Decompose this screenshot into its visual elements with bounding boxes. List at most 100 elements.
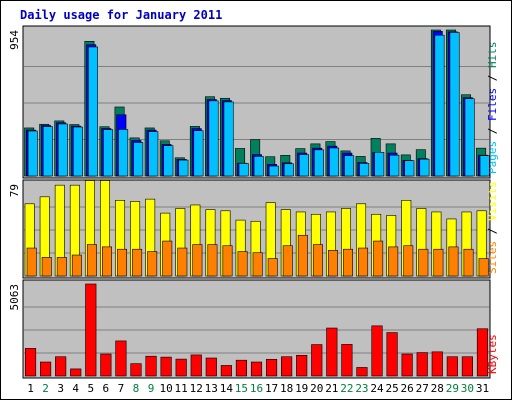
day-18-bars (280, 209, 293, 277)
day-11-bars (174, 157, 189, 177)
day-22-bars (341, 344, 353, 377)
day-5-bars (85, 283, 97, 377)
bar-sites (373, 240, 384, 277)
bar-pages (208, 100, 219, 177)
panel-hits-files-pages: 954 Pages / Files / Hits (8, 25, 499, 179)
bar-pages (238, 163, 249, 177)
bar-kbytes (311, 344, 323, 377)
day-20-bars (310, 213, 323, 277)
day-label: 24 (370, 382, 384, 395)
day-2-bars (39, 196, 52, 277)
day-19-bars (295, 211, 308, 277)
day-label: 27 (416, 382, 429, 395)
bar-pages (148, 131, 159, 177)
day-label: 7 (118, 382, 125, 395)
day-17-bars (265, 156, 279, 177)
day-26-bars (401, 353, 413, 377)
bar-pages (88, 46, 98, 177)
bar-kbytes (55, 356, 67, 377)
day-label: 2 (42, 382, 49, 395)
series-label-separator: / (486, 121, 499, 141)
bar-kbytes (446, 356, 458, 377)
day-16-bars (250, 220, 263, 277)
day-27-bars (416, 352, 428, 377)
day-30-bars (461, 211, 474, 277)
bar-kbytes (431, 351, 443, 377)
panel-kbytes: 5063 KBytes (8, 279, 499, 379)
panel-bars (24, 180, 489, 277)
bar-kbytes (100, 353, 112, 377)
bar-pages (298, 154, 309, 177)
day-1-bars (24, 348, 37, 377)
bar-sites (162, 240, 173, 277)
bar-pages (72, 126, 83, 177)
day-label: 10 (159, 382, 172, 395)
bar-sites (102, 246, 112, 277)
bar-sites (478, 258, 489, 277)
day-label: 4 (72, 382, 79, 395)
panel-scale-label: 5063 (8, 284, 21, 311)
day-label: 22 (340, 382, 353, 395)
bar-sites (388, 246, 399, 277)
day-label: 28 (431, 382, 444, 395)
bar-kbytes (461, 356, 473, 377)
day-label: 19 (295, 382, 308, 395)
day-31-bars (476, 328, 489, 377)
panel-series-label: KBytes (486, 334, 499, 374)
day-9-bars (144, 127, 159, 177)
bar-pages (464, 98, 475, 177)
day-7-bars (115, 200, 128, 277)
day-label: 29 (446, 382, 459, 395)
day-label: 8 (133, 382, 140, 395)
day-25-bars (385, 143, 400, 177)
day-19-bars (295, 148, 309, 177)
bar-sites (117, 248, 128, 277)
bar-sites (56, 257, 67, 277)
day-label: 30 (461, 382, 474, 395)
day-13-bars (204, 96, 219, 177)
bar-kbytes (175, 358, 187, 377)
day-label: 5 (87, 382, 94, 395)
bar-pages (178, 159, 189, 177)
day-21-bars (325, 141, 340, 177)
day-23-bars (356, 367, 368, 377)
day-31-bars (476, 210, 489, 277)
day-5-bars (84, 41, 98, 177)
bar-pages (133, 142, 144, 177)
day-11-bars (175, 208, 188, 277)
series-label-visits: Visits (486, 181, 499, 221)
bar-kbytes (40, 361, 52, 377)
day-23-bars (356, 203, 369, 277)
bar-sites (132, 248, 143, 277)
day-12-bars (190, 204, 203, 277)
bar-pages (223, 101, 234, 177)
bar-sites (147, 251, 158, 277)
day-label: 9 (148, 382, 155, 395)
day-28-bars (430, 29, 445, 177)
bar-kbytes (476, 328, 489, 377)
day-17-bars (265, 202, 278, 277)
bar-sites (41, 257, 52, 277)
bar-pages (253, 156, 264, 177)
day-label: 26 (401, 382, 414, 395)
bar-pages (118, 129, 129, 177)
day-13-bars (205, 357, 217, 377)
day-label: 31 (476, 382, 489, 395)
day-15-bars (235, 219, 248, 277)
bar-kbytes (145, 355, 157, 377)
day-10-bars (160, 356, 172, 377)
day-29-bars (446, 356, 458, 377)
bar-sites (177, 247, 188, 277)
bar-pages (193, 130, 204, 177)
day-30-bars (461, 356, 473, 377)
bar-kbytes (85, 283, 97, 377)
day-label: 6 (103, 382, 110, 395)
bar-sites (418, 248, 429, 277)
day-16-bars (250, 139, 264, 177)
bar-pages (283, 163, 294, 177)
day-label: 11 (175, 382, 188, 395)
bar-pages (359, 163, 370, 177)
day-1-bars (24, 203, 37, 277)
